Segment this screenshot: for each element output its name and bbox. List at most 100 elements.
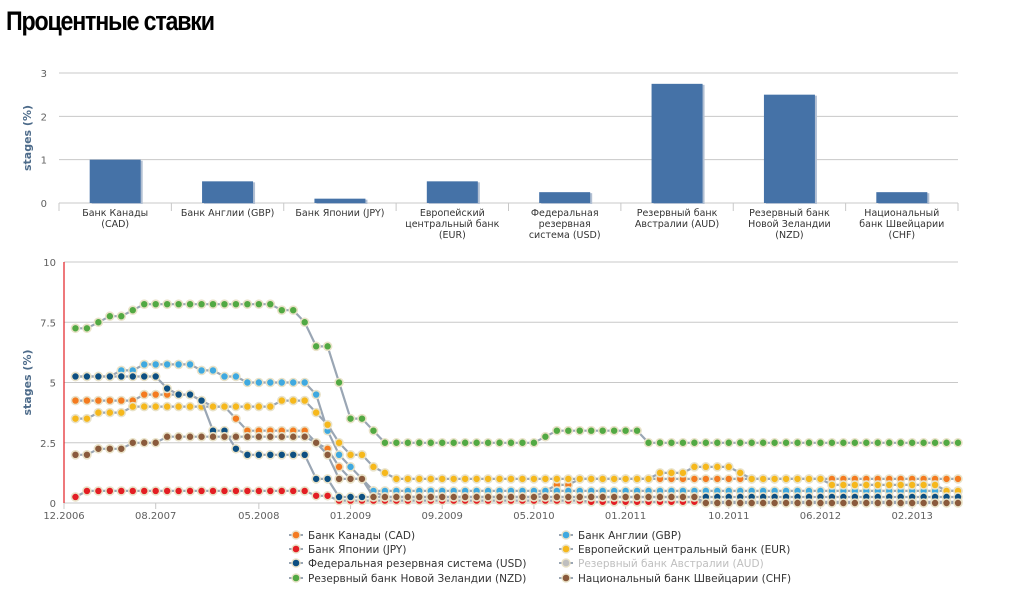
series-marker (448, 437, 459, 448)
series-marker (322, 449, 333, 460)
series-marker (872, 496, 883, 507)
series-marker (345, 462, 356, 472)
series-marker (425, 492, 436, 502)
series-marker (219, 299, 230, 309)
series-marker (850, 486, 860, 496)
series-marker (265, 431, 276, 442)
series-marker (540, 495, 551, 506)
series-marker (941, 437, 952, 448)
series-marker (82, 371, 92, 382)
series-marker (758, 437, 768, 448)
line-xtick-label: 10.2011 (708, 511, 749, 522)
series-marker (930, 474, 940, 484)
series-marker (895, 486, 906, 496)
series-marker (723, 492, 734, 502)
series-marker (941, 474, 952, 484)
series-marker (483, 492, 493, 502)
series-marker (678, 486, 688, 496)
series-marker (185, 299, 195, 309)
series-marker (196, 365, 207, 376)
series-marker (689, 437, 700, 448)
series-marker (196, 431, 207, 442)
series-marker (105, 371, 115, 382)
series-marker (483, 437, 493, 448)
series-marker (815, 474, 826, 484)
series-marker (666, 468, 677, 478)
series-marker (563, 492, 574, 502)
series-marker (242, 401, 253, 412)
series-marker (425, 492, 436, 502)
series-marker (529, 474, 539, 484)
series-marker (907, 480, 917, 490)
series-marker (185, 389, 195, 400)
series-line (75, 399, 958, 492)
series-marker (586, 492, 597, 502)
bar-category-label: Резервный банк (749, 208, 830, 219)
series-marker (827, 474, 837, 484)
series-marker (185, 359, 195, 370)
series-marker (746, 474, 757, 484)
series-marker (586, 474, 597, 484)
series-marker (769, 474, 780, 484)
series-marker (529, 486, 539, 496)
series-marker (208, 425, 218, 436)
series-marker (242, 486, 253, 496)
series-marker (150, 401, 161, 412)
series-marker (723, 498, 734, 508)
series-marker (276, 449, 287, 460)
bar (876, 192, 928, 203)
legend-marker (561, 573, 571, 583)
bar-category-label: Европейский (420, 208, 485, 219)
series-marker (448, 474, 459, 484)
series-marker (116, 395, 127, 406)
series-marker (162, 389, 172, 400)
series-marker (368, 462, 379, 472)
series-marker (815, 496, 826, 507)
bar-category-label: Банк Англии (GBP) (181, 208, 274, 219)
series-marker (930, 496, 940, 507)
series-marker (781, 498, 791, 508)
series-marker (139, 371, 150, 382)
series-marker (930, 498, 940, 508)
series-marker (735, 498, 746, 508)
series-marker (357, 474, 367, 484)
series-marker (391, 495, 402, 506)
series-marker (941, 496, 952, 507)
series-marker (609, 486, 619, 496)
series-marker (265, 299, 276, 309)
series-marker (368, 486, 379, 496)
series-marker (391, 474, 402, 484)
series-marker (208, 401, 218, 412)
series-marker (689, 486, 700, 496)
series-marker (460, 492, 470, 502)
series-marker (941, 492, 952, 502)
series-marker (93, 395, 104, 406)
series-marker (792, 474, 803, 484)
series-marker (139, 299, 150, 309)
series-marker (483, 492, 493, 502)
series-marker (861, 437, 872, 448)
series-marker (552, 425, 562, 436)
series-marker (116, 365, 127, 376)
series-marker (620, 474, 631, 484)
series-marker (425, 495, 436, 506)
series-marker (219, 431, 230, 442)
series-marker (311, 437, 321, 448)
series-marker (357, 492, 367, 502)
series-marker (70, 323, 81, 334)
series-marker (746, 492, 757, 502)
series-marker (712, 492, 723, 502)
bar-ytick-label: 0 (41, 199, 47, 210)
series-marker (872, 498, 883, 508)
series-marker (941, 486, 952, 496)
series-marker (895, 496, 906, 507)
series-marker (265, 486, 276, 496)
line-xtick-label: 01.2009 (330, 511, 371, 522)
series-marker (746, 498, 757, 508)
series-marker (895, 498, 906, 508)
series-marker (827, 437, 837, 448)
series-marker (815, 492, 826, 502)
series-marker (918, 498, 929, 508)
series-marker (517, 492, 528, 502)
series-marker (82, 413, 92, 424)
